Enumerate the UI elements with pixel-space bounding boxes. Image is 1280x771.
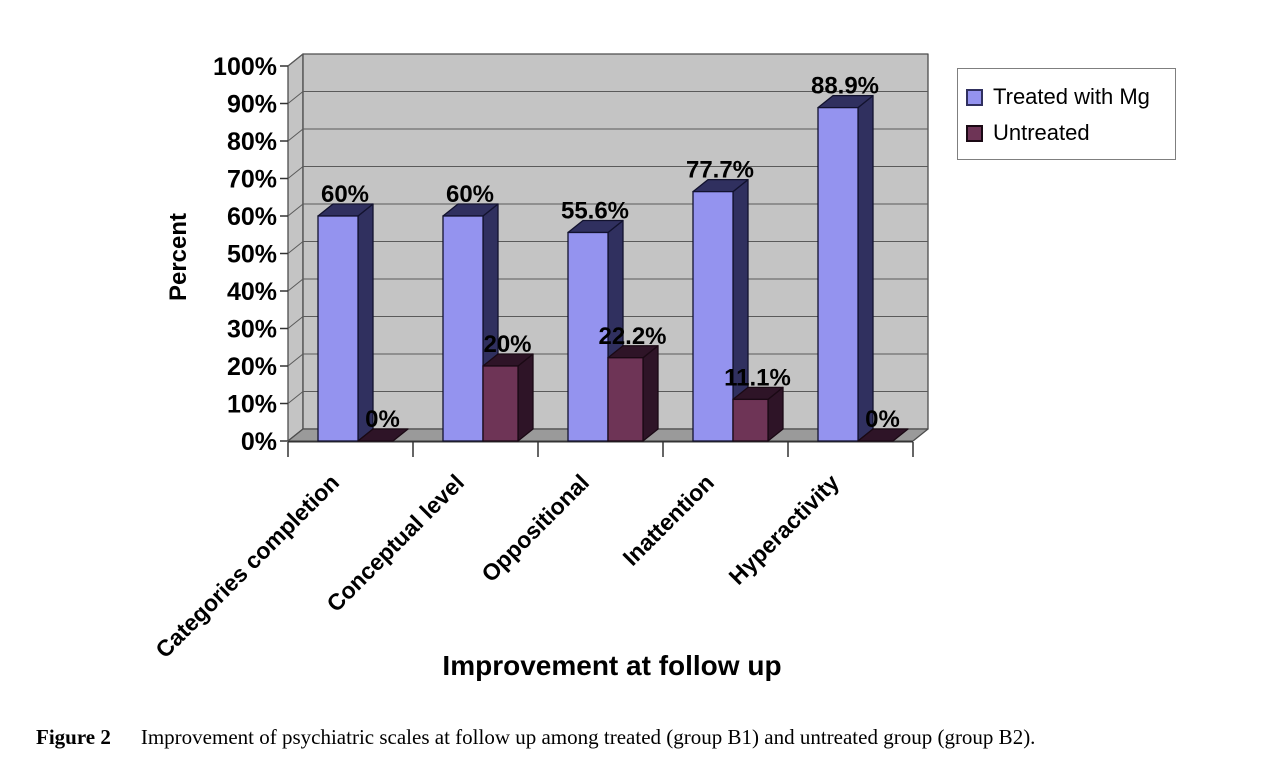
bar-front-0-4 [817, 106, 859, 442]
category-label-2: Oppositional [476, 469, 594, 587]
data-label-1-1: 20% [483, 331, 531, 358]
bar-front-0-1 [442, 215, 484, 442]
legend-label-untreated: Untreated [993, 120, 1090, 145]
legend-item-untreated: Untreated [966, 115, 1163, 151]
chart-legend: Treated with Mg Untreated [957, 68, 1176, 160]
value-axis-tick-label: 10% [227, 391, 277, 419]
category-label-0: Categories completion [150, 469, 344, 663]
data-label-0-4: 88.9% [811, 73, 879, 100]
figure-caption-text: Improvement of psychiatric scales at fol… [140, 725, 1036, 749]
value-axis-tick-label: 20% [227, 353, 277, 381]
left-wall-connector [287, 391, 304, 404]
left-wall-connector [287, 241, 304, 254]
bar-chart-plot: 0% 10% 20% 30% 40% 50% 60% 70% 80% 90% 100% 60% 0% 60… [150, 53, 929, 663]
figure-caption: Figure 2 Improvement of psychiatric scale… [36, 725, 1256, 750]
value-axis-tick-label: 70% [227, 166, 277, 194]
bar-flat-1-0 [357, 428, 409, 442]
value-axis-tick-label: 90% [227, 91, 277, 119]
x-axis-title: Improvement at follow up [442, 650, 782, 681]
data-label-1-4: 0% [865, 406, 900, 433]
left-wall-connector [287, 278, 304, 292]
left-wall-connector [287, 128, 304, 142]
value-axis-tick-label: 100% [213, 53, 277, 81]
bar-front-0-3 [692, 190, 734, 442]
bar-front-1-1 [482, 365, 519, 442]
left-wall-connector [287, 316, 304, 329]
category-label-4: Hyperactivity [723, 469, 844, 590]
bar-side-1-2 [642, 345, 659, 442]
bar-front-1-3 [732, 398, 769, 442]
legend-swatch-untreated-icon [966, 124, 983, 142]
bar-front-1-2 [607, 357, 644, 442]
legend-item-treated: Treated with Mg [966, 79, 1163, 115]
figure-caption-label: Figure 2 [36, 725, 111, 749]
data-label-1-3: 11.1% [724, 364, 791, 391]
data-label-1-0: 0% [365, 406, 400, 433]
bar-side-1-1 [517, 353, 534, 442]
bar-front-0-0 [317, 215, 359, 442]
left-wall-connector [287, 53, 304, 67]
bar-front-0-2 [567, 231, 609, 442]
y-axis-title: Percent [165, 212, 192, 302]
value-axis-tick-label: 0% [241, 428, 277, 456]
data-label-0-3: 77.7% [686, 157, 754, 184]
left-wall-connector [287, 203, 304, 217]
value-axis-tick-label: 60% [227, 203, 277, 231]
left-wall-connector [287, 353, 304, 367]
category-label-1: Conceptual level [321, 469, 469, 617]
legend-label-treated: Treated with Mg [993, 84, 1150, 109]
value-axis-tick-label: 80% [227, 128, 277, 156]
value-axis-tick-label: 30% [227, 316, 277, 344]
left-wall-connector [287, 91, 304, 104]
value-axis-tick-label: 40% [227, 278, 277, 306]
bar-flat-1-4 [857, 428, 909, 442]
category-label-3: Inattention [618, 469, 720, 571]
data-label-0-2: 55.6% [561, 198, 629, 225]
value-axis-tick-label: 50% [227, 241, 277, 269]
data-label-0-0: 60% [321, 181, 369, 208]
data-label-0-1: 60% [446, 181, 494, 208]
left-wall-connector [287, 166, 304, 179]
data-label-1-2: 22.2% [598, 323, 666, 350]
bar-side-0-4 [857, 94, 874, 442]
legend-swatch-treated-icon [966, 88, 983, 106]
